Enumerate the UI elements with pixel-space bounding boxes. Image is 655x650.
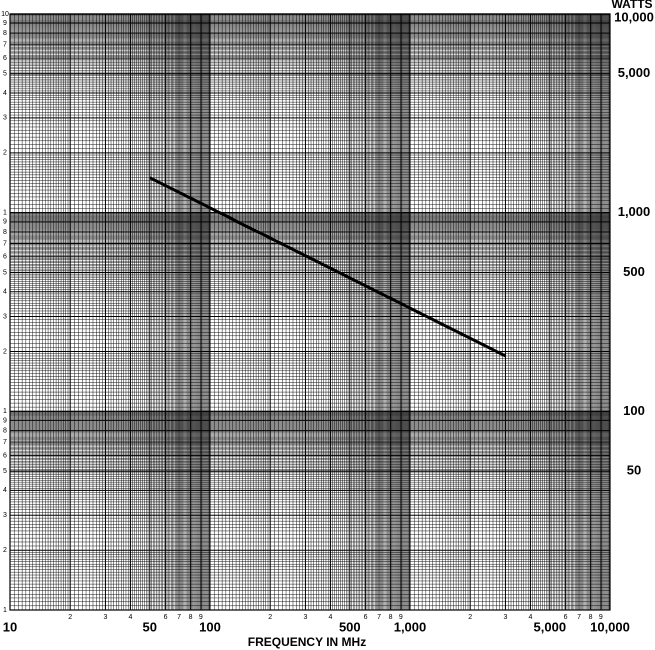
x-tick-label: 3 (303, 614, 307, 621)
x-tick-label: 8 (589, 614, 593, 621)
y-axis-label: WATTS (611, 0, 652, 11)
y-minor-tick-label: 5 (3, 269, 7, 276)
y-minor-tick-label: 10 (1, 11, 9, 18)
x-tick-label: 7 (177, 614, 181, 621)
y-tick-label: 50 (627, 463, 641, 478)
y-minor-tick-label: 1 (3, 607, 7, 614)
y-minor-tick-label: 6 (3, 55, 7, 62)
x-tick-label: 10 (3, 619, 17, 634)
y-minor-tick-label: 9 (3, 417, 7, 424)
y-minor-tick-label: 4 (3, 487, 7, 494)
x-tick-label: 9 (599, 614, 603, 621)
y-minor-tick-label: 3 (3, 512, 7, 519)
x-tick-label: 6 (564, 614, 568, 621)
y-minor-tick-label: 2 (3, 547, 7, 554)
x-tick-label: 7 (377, 614, 381, 621)
y-minor-tick-label: 7 (3, 240, 7, 247)
x-axis-label: FREQUENCY IN MHz (248, 635, 366, 649)
y-minor-tick-label: 1 (3, 210, 7, 217)
y-tick-label: 1,000 (618, 204, 651, 219)
y-minor-tick-label: 9 (3, 219, 7, 226)
y-minor-tick-label: 3 (3, 115, 7, 122)
x-tick-label: 8 (389, 614, 393, 621)
x-tick-label: 9 (199, 614, 203, 621)
x-tick-label: 4 (128, 614, 132, 621)
y-minor-tick-label: 4 (3, 90, 7, 97)
x-tick-label: 10,000 (590, 619, 630, 634)
x-tick-label: 3 (103, 614, 107, 621)
x-tick-label: 1,000 (394, 619, 427, 634)
x-tick-label: 7 (577, 614, 581, 621)
data-line (149, 176, 507, 358)
y-tick-label: 5,000 (618, 65, 651, 80)
y-minor-tick-label: 7 (3, 42, 7, 49)
y-minor-tick-label: 2 (3, 150, 7, 157)
y-tick-label: 10,000 (614, 9, 654, 24)
y-minor-tick-label: 2 (3, 348, 7, 355)
y-minor-tick-label: 9 (3, 20, 7, 27)
y-minor-tick-label: 6 (3, 452, 7, 459)
x-tick-label: 3 (503, 614, 507, 621)
x-tick-label: 6 (164, 614, 168, 621)
y-tick-label: 500 (623, 264, 645, 279)
y-minor-tick-label: 8 (3, 229, 7, 236)
x-tick-label: 8 (189, 614, 193, 621)
x-tick-label: 2 (268, 614, 272, 621)
y-minor-tick-label: 3 (3, 313, 7, 320)
y-minor-tick-label: 4 (3, 289, 7, 296)
x-tick-label: 5,000 (534, 619, 567, 634)
x-tick-label: 50 (143, 619, 157, 634)
y-minor-tick-label: 7 (3, 439, 7, 446)
x-tick-label: 6 (364, 614, 368, 621)
x-tick-label: 100 (199, 619, 221, 634)
x-tick-label: 4 (528, 614, 532, 621)
y-minor-tick-label: 8 (3, 427, 7, 434)
y-tick-label: 100 (623, 403, 645, 418)
x-tick-label: 4 (328, 614, 332, 621)
x-tick-label: 2 (68, 614, 72, 621)
x-tick-label: 500 (339, 619, 361, 634)
y-minor-tick-label: 8 (3, 30, 7, 37)
y-minor-tick-label: 1 (3, 408, 7, 415)
x-tick-label: 2 (468, 614, 472, 621)
x-tick-label: 9 (399, 614, 403, 621)
y-minor-tick-label: 6 (3, 254, 7, 261)
plot-frame (9, 13, 611, 611)
y-minor-tick-label: 5 (3, 71, 7, 78)
y-minor-tick-label: 5 (3, 468, 7, 475)
